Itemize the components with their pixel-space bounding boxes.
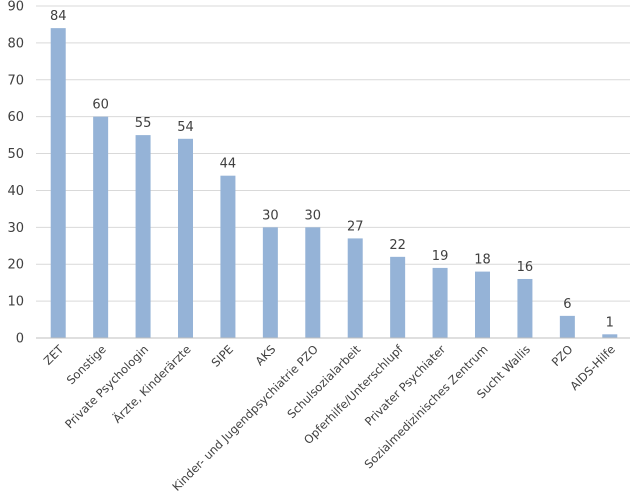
data-label: 22 [389, 238, 406, 253]
bar [432, 267, 448, 338]
bar [602, 334, 618, 338]
x-tick-label: SIPE [209, 342, 237, 370]
x-tick-label: Privater Psychiater [362, 342, 449, 429]
x-tick-label: PZO [549, 342, 576, 369]
data-label: 55 [135, 116, 152, 131]
bar [390, 256, 406, 338]
data-label: 54 [177, 120, 194, 135]
data-label: 19 [432, 249, 449, 264]
bar [93, 116, 109, 339]
y-tick-label: 70 [7, 73, 24, 88]
bar [220, 175, 236, 338]
x-tick-label: AKS [253, 342, 279, 368]
y-tick-label: 80 [7, 36, 24, 51]
x-tick-label: AIDS-Hilfe [567, 342, 618, 393]
data-label: 6 [563, 297, 571, 312]
data-label: 16 [517, 260, 534, 275]
data-label: 30 [262, 208, 279, 223]
bar [262, 227, 278, 338]
bars [50, 28, 618, 339]
y-axis-ticks: 0 10 20 30 40 50 60 70 80 90 [7, 0, 24, 347]
data-label: 84 [50, 9, 67, 24]
y-tick-label: 10 [7, 295, 24, 310]
bar [559, 315, 575, 338]
y-tick-label: 30 [7, 221, 24, 236]
x-tick-label: Schulsozialarbeit [284, 342, 363, 421]
y-tick-label: 40 [7, 184, 24, 199]
x-tick-label: Kinder- und Jugendpsychiatrie PZO [169, 342, 321, 494]
bar [50, 28, 66, 339]
data-label: 27 [347, 219, 364, 234]
bar [178, 138, 193, 338]
data-labels: 84 60 55 54 44 30 30 27 22 19 18 16 6 1 [50, 9, 614, 330]
bar [305, 227, 321, 338]
y-tick-label: 20 [7, 258, 24, 273]
data-label: 30 [305, 208, 322, 223]
y-tick-label: 60 [7, 110, 24, 125]
bar [475, 271, 490, 338]
data-label: 18 [474, 253, 491, 268]
x-tick-label: ZET [41, 342, 67, 368]
bar [135, 135, 151, 338]
grid-layer [36, 5, 630, 302]
bar [517, 278, 533, 338]
x-tick-label: Ärzte, Kinderärzte [109, 342, 193, 426]
data-label: 60 [92, 98, 109, 113]
data-label: 1 [606, 315, 614, 330]
data-label: 44 [220, 157, 237, 172]
y-tick-label: 50 [7, 147, 24, 162]
y-tick-label: 90 [7, 0, 24, 15]
y-tick-label: 0 [16, 332, 24, 347]
bar [347, 238, 363, 338]
